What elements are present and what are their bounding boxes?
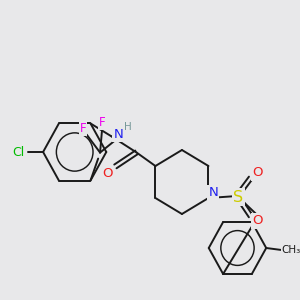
- Text: O: O: [252, 167, 262, 179]
- Text: O: O: [103, 167, 113, 180]
- Text: S: S: [233, 190, 243, 205]
- Text: N: N: [113, 128, 123, 141]
- Text: F: F: [99, 116, 105, 129]
- Text: F: F: [80, 122, 86, 135]
- Text: Cl: Cl: [12, 146, 24, 158]
- Text: CH₃: CH₃: [281, 245, 300, 255]
- Text: N: N: [208, 187, 218, 200]
- Text: F: F: [118, 128, 124, 141]
- Text: O: O: [252, 214, 262, 227]
- Text: H: H: [124, 122, 132, 132]
